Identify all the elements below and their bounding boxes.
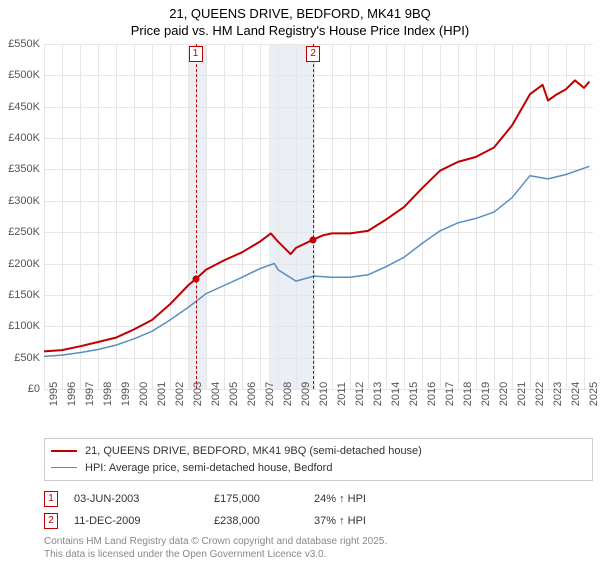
event-marker-1: 1 [44,491,58,507]
x-axis-label: 2015 [408,382,420,406]
event-row-2: 2 11-DEC-2009 £238,000 37% ↑ HPI [44,513,593,529]
event-price-2: £238,000 [214,515,314,527]
chart-container: 21, QUEENS DRIVE, BEDFORD, MK41 9BQ Pric… [0,0,600,560]
event-row-1: 1 03-JUN-2003 £175,000 24% ↑ HPI [44,491,593,507]
legend-swatch-1 [51,450,77,452]
y-axis-label: £50K [14,352,40,364]
title-address: 21, QUEENS DRIVE, BEDFORD, MK41 9BQ [0,6,600,23]
x-axis-label: 2008 [282,382,294,406]
x-axis-label: 2012 [354,382,366,406]
x-axis-label: 2003 [192,382,204,406]
legend-row-series-2: HPI: Average price, semi-detached house,… [51,460,586,477]
y-axis-label: £450K [8,101,40,113]
attribution: Contains HM Land Registry data © Crown c… [44,535,593,561]
chart-area: 12 £0£50K£100K£150K£200K£250K£300K£350K£… [0,44,600,429]
event-date-2: 11-DEC-2009 [74,515,214,527]
x-axis-label: 1995 [48,382,60,406]
event-delta-2: 37% ↑ HPI [314,515,366,527]
y-axis-label: £400K [8,132,40,144]
x-axis-label: 2021 [516,382,528,406]
x-axis-label: 2009 [300,382,312,406]
event-dot [192,276,199,283]
attribution-line2: This data is licensed under the Open Gov… [44,548,593,561]
x-axis-label: 2017 [444,382,456,406]
y-axis-label: £200K [8,258,40,270]
legend-label-1: 21, QUEENS DRIVE, BEDFORD, MK41 9BQ (sem… [85,443,422,460]
x-axis-label: 2004 [210,382,222,406]
y-axis-label: £350K [8,163,40,175]
event-delta-1: 24% ↑ HPI [314,493,366,505]
series-line [44,166,589,356]
x-axis-label: 2006 [246,382,258,406]
y-axis-label: £250K [8,226,40,238]
legend-row-series-1: 21, QUEENS DRIVE, BEDFORD, MK41 9BQ (sem… [51,443,586,460]
event-marker-box: 2 [306,46,320,62]
series-line [44,80,589,351]
x-axis-label: 2022 [534,382,546,406]
legend-box: 21, QUEENS DRIVE, BEDFORD, MK41 9BQ (sem… [44,438,593,481]
x-axis-label: 1997 [84,382,96,406]
y-axis-label: £300K [8,195,40,207]
event-marker-box: 1 [189,46,203,62]
x-axis-label: 2014 [390,382,402,406]
x-axis-label: 2000 [138,382,150,406]
x-axis-label: 2019 [480,382,492,406]
x-axis-label: 2010 [318,382,330,406]
event-dot [310,236,317,243]
plot-region: 12 [44,44,593,389]
x-axis-label: 2025 [588,382,600,406]
title-block: 21, QUEENS DRIVE, BEDFORD, MK41 9BQ Pric… [0,0,600,40]
x-axis-label: 1999 [120,382,132,406]
y-axis-label: £500K [8,69,40,81]
x-axis-label: 2007 [264,382,276,406]
title-subtitle: Price paid vs. HM Land Registry's House … [0,23,600,40]
event-line [313,44,314,389]
x-axis-label: 2001 [156,382,168,406]
x-axis-label: 2020 [498,382,510,406]
x-axis-label: 1998 [102,382,114,406]
x-axis-label: 2005 [228,382,240,406]
x-axis-label: 2013 [372,382,384,406]
x-axis-label: 2023 [552,382,564,406]
legend-swatch-2 [51,467,77,468]
legend-label-2: HPI: Average price, semi-detached house,… [85,460,332,477]
x-axis-label: 2016 [426,382,438,406]
x-axis-label: 2024 [570,382,582,406]
event-line [196,44,197,389]
x-axis-label: 2011 [336,382,348,406]
event-marker-2: 2 [44,513,58,529]
event-date-1: 03-JUN-2003 [74,493,214,505]
y-axis-label: £100K [8,320,40,332]
y-axis-label: £0 [28,383,40,395]
line-layer [44,44,593,389]
attribution-line1: Contains HM Land Registry data © Crown c… [44,535,593,548]
y-axis-label: £150K [8,289,40,301]
legend-area: 21, QUEENS DRIVE, BEDFORD, MK41 9BQ (sem… [44,438,593,561]
events-table: 1 03-JUN-2003 £175,000 24% ↑ HPI 2 11-DE… [44,491,593,529]
x-axis-label: 2018 [462,382,474,406]
y-axis-label: £550K [8,38,40,50]
x-axis-label: 1996 [66,382,78,406]
event-price-1: £175,000 [214,493,314,505]
x-axis-label: 2002 [174,382,186,406]
